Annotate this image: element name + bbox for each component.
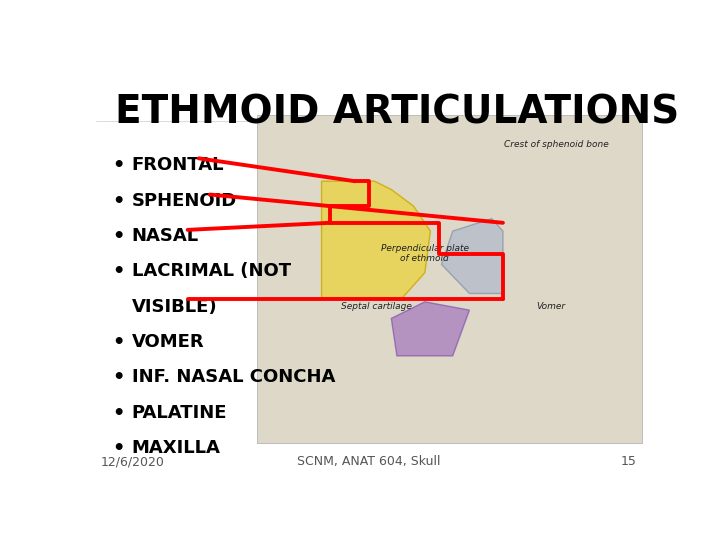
Text: VOMER: VOMER (132, 333, 204, 351)
Text: Perpendicular plate
of ethmoid: Perpendicular plate of ethmoid (381, 244, 469, 263)
Text: •: • (112, 368, 125, 387)
Text: LACRIMAL (NOT: LACRIMAL (NOT (132, 262, 291, 280)
Text: SCNM, ANAT 604, Skull: SCNM, ANAT 604, Skull (297, 455, 441, 468)
Text: 12/6/2020: 12/6/2020 (101, 455, 165, 468)
Text: Septal cartilage: Septal cartilage (341, 302, 412, 311)
Text: •: • (112, 262, 125, 281)
Text: Vomer: Vomer (536, 302, 565, 311)
Text: •: • (112, 192, 125, 211)
Polygon shape (392, 302, 469, 356)
Polygon shape (441, 219, 503, 294)
Text: Crest of sphenoid bone: Crest of sphenoid bone (504, 140, 609, 149)
Text: ETHMOID ARTICULATIONS: ETHMOID ARTICULATIONS (114, 94, 679, 132)
Text: PALATINE: PALATINE (132, 404, 228, 422)
Text: •: • (112, 404, 125, 423)
Text: VISIBLE): VISIBLE) (132, 298, 217, 316)
Text: NASAL: NASAL (132, 227, 199, 245)
Text: INF. NASAL CONCHA: INF. NASAL CONCHA (132, 368, 336, 386)
Polygon shape (322, 181, 431, 298)
Text: 15: 15 (621, 455, 637, 468)
Text: •: • (112, 333, 125, 352)
Text: •: • (112, 439, 125, 458)
Text: •: • (112, 156, 125, 176)
FancyBboxPatch shape (258, 114, 642, 443)
Text: MAXILLA: MAXILLA (132, 439, 221, 457)
Text: •: • (112, 227, 125, 246)
Text: FRONTAL: FRONTAL (132, 156, 225, 174)
Text: SPHENOID: SPHENOID (132, 192, 237, 210)
